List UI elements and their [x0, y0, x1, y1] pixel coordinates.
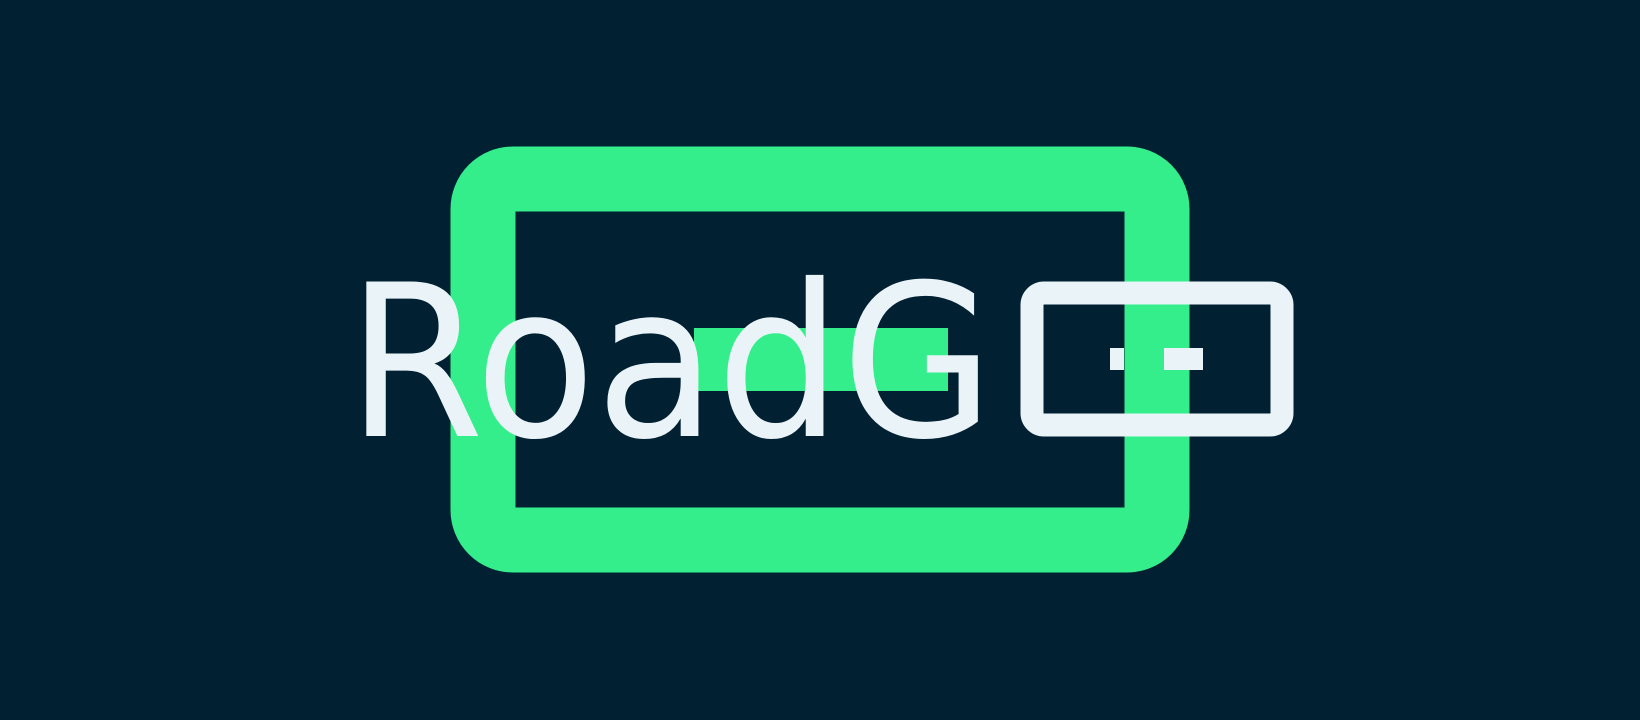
road-bar — [694, 328, 948, 391]
logo-o-dash — [1164, 348, 1203, 370]
logo-o-dash — [1110, 348, 1124, 370]
road-frame — [450, 146, 1190, 573]
logo-o-box — [1020, 281, 1294, 437]
brand-text: RoadG — [347, 239, 994, 486]
